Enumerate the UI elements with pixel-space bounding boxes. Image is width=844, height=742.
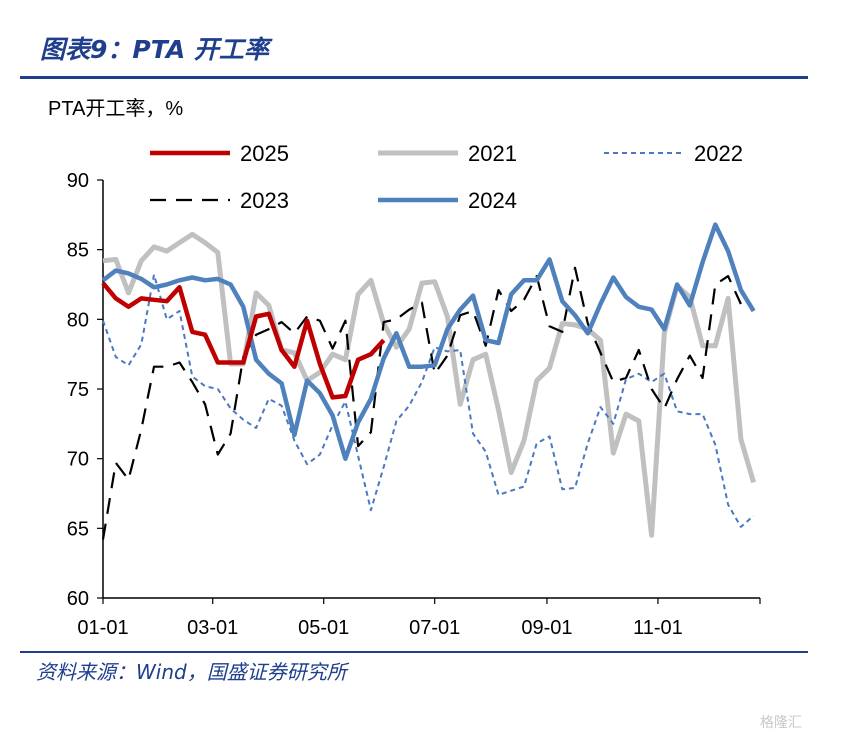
chart-axes: 60 65 70 75 80 85 90 01-01 03-01 05-01 07-01 09-01 1… bbox=[67, 170, 761, 639]
y-tick-label: 80 bbox=[67, 309, 89, 331]
series-line-2023 bbox=[101, 266, 742, 540]
x-tick-label: 09-01 bbox=[521, 617, 572, 639]
x-tick-label: 05-01 bbox=[298, 617, 349, 639]
x-tick-label: 11-01 bbox=[633, 617, 683, 639]
x-tick-label: 03-01 bbox=[187, 617, 238, 639]
legend-label-2022: 2022 bbox=[694, 141, 743, 166]
series-line-2024 bbox=[101, 222, 756, 461]
legend-label-2024: 2024 bbox=[468, 188, 517, 213]
series-line-2022 bbox=[102, 273, 755, 528]
y-tick-label: 70 bbox=[67, 449, 89, 471]
y-tick-label: 75 bbox=[67, 379, 89, 401]
source-rule bbox=[20, 651, 808, 653]
legend-label-2025: 2025 bbox=[240, 141, 289, 166]
x-tick-label: 01-01 bbox=[77, 617, 128, 639]
series-line-2021 bbox=[102, 231, 756, 538]
y-tick-label: 60 bbox=[67, 588, 89, 610]
unit-label: PTA开工率，% bbox=[48, 98, 184, 120]
source-note: 资料来源：Wind，国盛证券研究所 bbox=[36, 660, 347, 684]
watermark: 格隆汇 bbox=[760, 714, 802, 730]
y-tick-label: 85 bbox=[67, 240, 89, 262]
plot-area bbox=[101, 222, 756, 540]
y-tick-label: 90 bbox=[67, 170, 89, 192]
chart-legend: 2025 2021 2022 2023 2024 bbox=[150, 141, 743, 213]
legend-label-2023: 2023 bbox=[240, 188, 289, 213]
figure-title: 图表9：PTA 开工率 bbox=[40, 35, 269, 64]
legend-label-2021: 2021 bbox=[468, 141, 517, 166]
x-tick-label: 07-01 bbox=[409, 617, 460, 639]
y-tick-label: 65 bbox=[67, 518, 89, 540]
series-line-2025 bbox=[101, 281, 386, 400]
title-rule bbox=[20, 76, 808, 79]
